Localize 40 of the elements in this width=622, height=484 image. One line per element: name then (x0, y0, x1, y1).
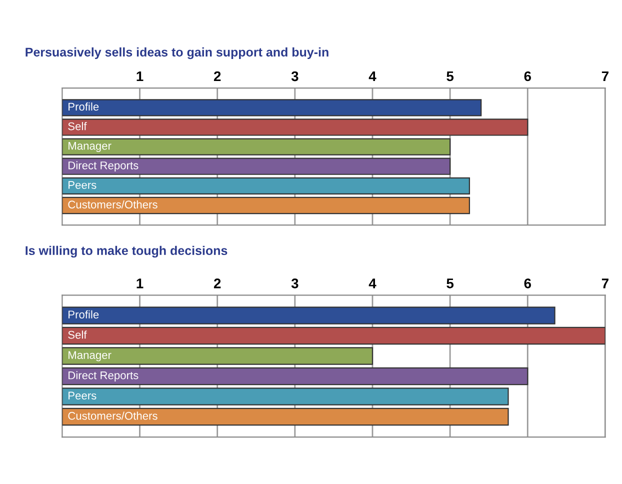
bar (62, 388, 509, 406)
x-tick-label: 2 (214, 71, 221, 82)
x-tick-label: 7 (602, 71, 608, 82)
bar (62, 306, 556, 324)
chart-title: Persuasively sells ideas to gain support and buy-in (26, 47, 328, 60)
x-tick-label: 6 (524, 71, 531, 82)
bar (62, 138, 451, 156)
y-tick-label: Peers (68, 181, 96, 189)
x-tick-label: 6 (524, 278, 531, 288)
x-tick-label: 7 (602, 278, 608, 288)
bar (62, 177, 470, 195)
x-tick-label: 4 (368, 278, 376, 288)
x-tick-label: 2 (214, 278, 221, 288)
y-tick-label: Manager (68, 142, 112, 152)
y-tick-label: Profile (68, 102, 99, 111)
bar (62, 326, 606, 345)
y-tick-label: Peers (68, 392, 96, 400)
y-tick-label: Direct Reports (68, 161, 138, 172)
y-tick-label: Direct Reports (68, 371, 138, 382)
x-tick-label: 5 (446, 71, 454, 82)
y-tick-label: Self (68, 330, 87, 339)
bar (62, 118, 528, 136)
bar (62, 367, 528, 386)
y-tick-label: Customers/Others (68, 412, 158, 420)
y-tick-label: Self (68, 122, 87, 130)
x-tick-label: 5 (446, 278, 454, 288)
x-tick-label: 1 (136, 278, 144, 288)
bar (62, 196, 470, 214)
bar (62, 99, 482, 116)
x-tick-label: 1 (136, 71, 144, 82)
bar (62, 408, 509, 426)
x-tick-label: 3 (291, 278, 298, 288)
chart-title: Is willing to make tough decisions (26, 246, 228, 258)
bar (62, 347, 374, 365)
bar (62, 158, 451, 175)
y-tick-label: Manager (68, 351, 112, 362)
x-tick-label: 3 (291, 71, 298, 82)
y-tick-label: Profile (68, 310, 99, 318)
x-tick-label: 4 (368, 71, 376, 82)
y-tick-label: Customers/Others (68, 200, 158, 208)
